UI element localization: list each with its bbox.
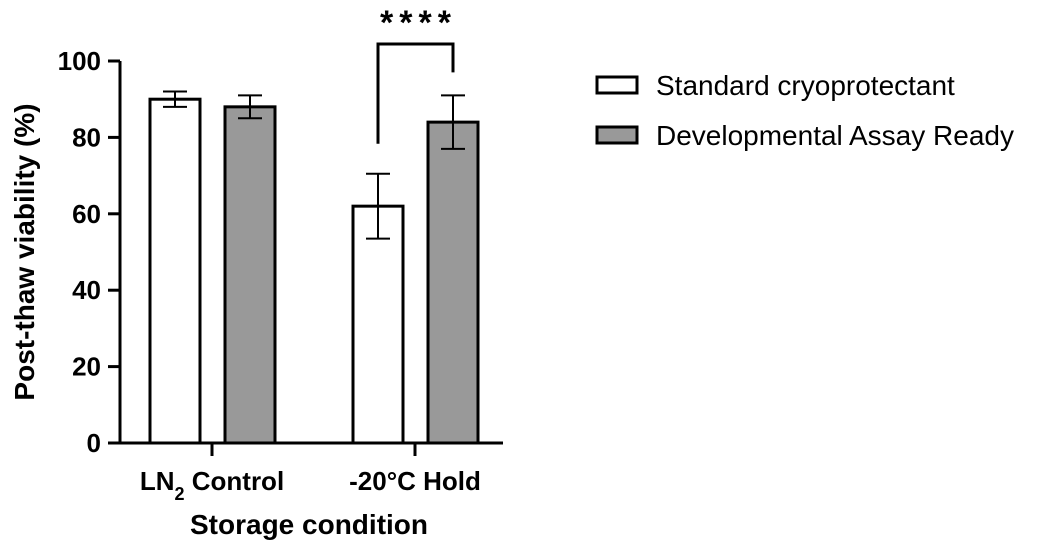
bar [351,204,405,445]
y-tick-label: 40 [72,275,101,305]
bar [148,97,202,445]
y-axis-title: Post-thaw viability (%) [9,103,40,400]
y-tick-label: 60 [72,199,101,229]
y-tick-label: 80 [72,122,101,152]
bars-group [148,97,480,445]
x-axis-title: Storage condition [190,509,428,540]
legend: Standard cryoprotectant Developmental Ass… [595,70,1014,151]
x-axis: LN2 Control -20°C Hold [120,441,503,504]
legend-label: Developmental Assay Ready [656,120,1014,151]
legend-label: Standard cryoprotectant [656,70,955,101]
significance-bracket [376,42,455,144]
bar [426,120,480,445]
x-tick-label: -20°C Hold [349,466,481,496]
significance-label: **** [380,4,457,42]
error-bars-group [163,90,465,240]
legend-swatch [595,75,639,95]
legend-swatch [595,125,639,145]
x-tick-label: LN2 Control [140,466,284,504]
y-tick-label: 0 [87,428,101,458]
y-tick-label: 100 [58,46,101,76]
bar [223,105,277,445]
y-tick-label: 20 [72,352,101,382]
significance-annotation: **** [376,4,457,144]
y-axis: 0 20 40 60 80 100 [58,46,122,458]
